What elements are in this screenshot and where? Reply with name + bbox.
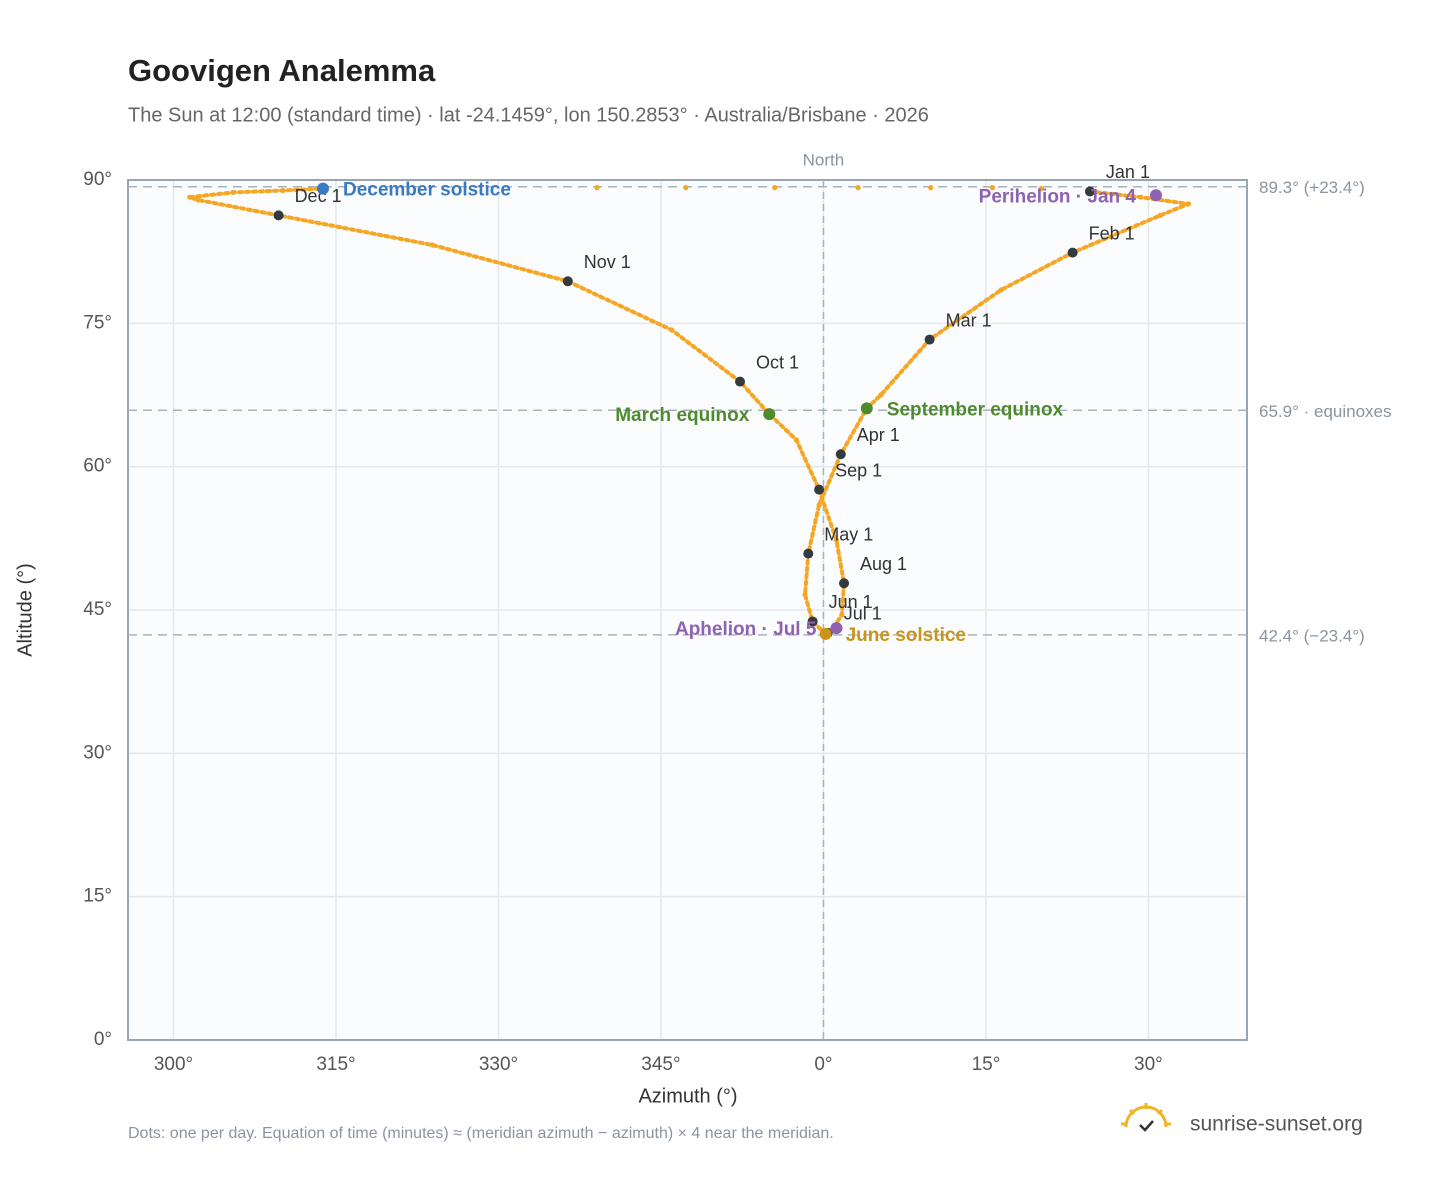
month-marker: [735, 376, 746, 387]
month-label: Dec 1: [295, 186, 342, 206]
month-label: Jun 1: [829, 592, 873, 612]
reference-label: 89.3° (+23.4°): [1259, 178, 1365, 197]
y-axis-label: Altitude (°): [14, 563, 36, 657]
event-label: Perihelion · Jan 4: [979, 186, 1137, 207]
month-label: Oct 1: [756, 352, 799, 372]
month-label: Aug 1: [860, 554, 907, 574]
brand-logo: [1121, 1103, 1171, 1132]
month-marker: [803, 548, 814, 559]
y-tick-label: 30°: [83, 742, 112, 763]
month-marker: [1067, 247, 1078, 258]
reference-label: 42.4° (−23.4°): [1259, 626, 1365, 645]
month-label: May 1: [824, 524, 873, 544]
x-tick-label: 300°: [154, 1054, 193, 1075]
day-dot: [989, 185, 996, 191]
y-tick-label: 45°: [83, 599, 112, 620]
month-marker: [924, 334, 935, 345]
month-marker: [1084, 186, 1095, 197]
day-dot: [802, 592, 808, 598]
day-dot: [816, 502, 822, 508]
y-tick-label: 60°: [83, 456, 112, 477]
event-marker: [830, 622, 843, 635]
month-marker: [273, 210, 284, 221]
day-dot: [669, 327, 675, 333]
day-dot: [1157, 212, 1163, 218]
event-label: Aphelion · Jul 5: [675, 619, 817, 640]
day-dot: [1038, 186, 1044, 192]
x-tick-label: 30°: [1134, 1054, 1163, 1075]
plot-border: [127, 179, 1248, 1041]
month-label: Mar 1: [946, 310, 992, 330]
day-dot: [683, 185, 689, 191]
day-dot: [833, 537, 840, 543]
event-label: March equinox: [615, 405, 750, 426]
month-label: Nov 1: [584, 252, 631, 272]
day-dot: [998, 287, 1004, 293]
day-dot: [187, 194, 193, 200]
month-label: Jul 1: [844, 604, 882, 624]
month-marker: [839, 578, 850, 589]
day-dot: [878, 392, 884, 398]
event-marker: [860, 402, 873, 415]
event-marker: [316, 182, 329, 195]
reference-label: 65.9° · equinoxes: [1259, 402, 1392, 421]
y-tick-label: 90°: [83, 169, 112, 190]
month-marker: [814, 484, 825, 495]
month-label: Sep 1: [835, 460, 882, 480]
month-marker: [807, 616, 818, 627]
x-tick-label: 330°: [479, 1054, 518, 1075]
chart-subtitle: The Sun at 12:00 (standard time) · lat -…: [128, 104, 929, 126]
day-dot: [280, 187, 286, 194]
event-marker: [819, 627, 832, 640]
event-marker: [1150, 189, 1163, 202]
event-label: June solstice: [846, 625, 966, 646]
north-label: North: [803, 150, 845, 169]
x-axis-label: Azimuth (°): [638, 1085, 737, 1107]
day-dot: [839, 612, 845, 618]
y-tick-label: 15°: [83, 886, 112, 907]
month-marker: [835, 449, 846, 460]
event-label: September equinox: [887, 399, 1064, 420]
month-label: Apr 1: [857, 425, 900, 445]
day-dot: [772, 185, 778, 191]
brand: sunrise-sunset.org: [1190, 1113, 1363, 1136]
month-marker: [562, 276, 573, 287]
x-tick-label: 15°: [972, 1054, 1001, 1075]
day-dot: [195, 197, 202, 203]
x-tick-label: 315°: [316, 1054, 355, 1075]
x-tick-label: 0°: [814, 1054, 832, 1075]
event-label: December solstice: [343, 180, 511, 201]
event-marker: [763, 408, 776, 421]
y-tick-label: 0°: [94, 1029, 112, 1050]
footnote: Dots: one per day. Equation of time (min…: [128, 1125, 834, 1142]
day-dot: [429, 242, 435, 248]
day-dot: [928, 185, 934, 191]
day-dot: [594, 185, 600, 191]
chart-title: Goovigen Analemma: [128, 53, 436, 88]
x-tick-label: 345°: [641, 1054, 680, 1075]
y-tick-label: 75°: [83, 312, 112, 333]
day-dot: [1185, 201, 1192, 207]
day-dot: [793, 437, 799, 443]
month-label: Feb 1: [1089, 223, 1135, 243]
month-label: Jan 1: [1106, 162, 1150, 182]
day-dot: [230, 189, 236, 196]
day-dot: [855, 185, 861, 191]
day-dot: [1138, 194, 1144, 200]
